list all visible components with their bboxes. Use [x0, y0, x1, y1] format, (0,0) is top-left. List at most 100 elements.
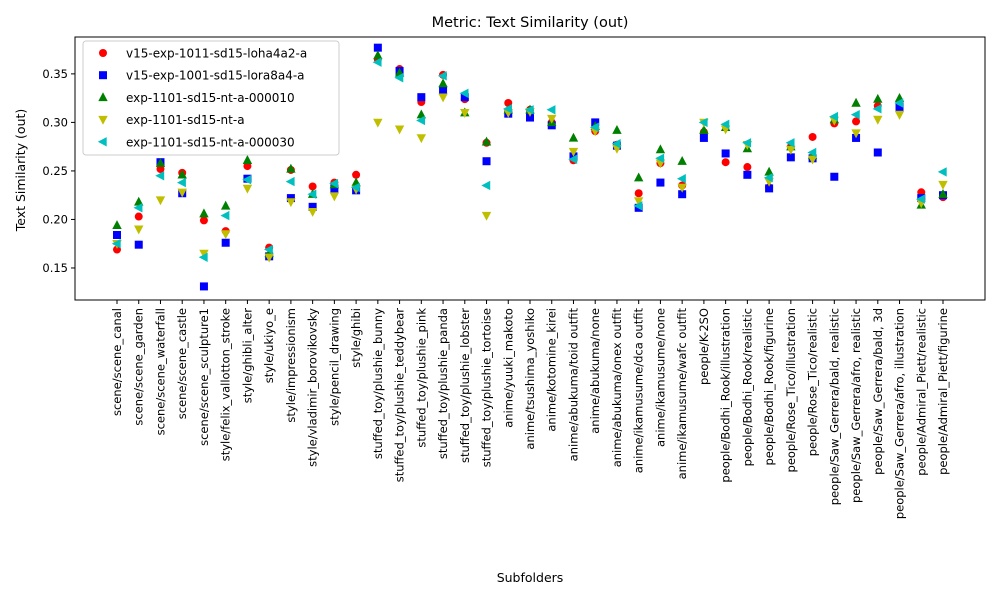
- x-tick-label: people/Bodhi_Rook/realistic: [740, 308, 754, 466]
- x-tick-label: people/Bodhi_Rook/figurine: [762, 308, 776, 466]
- x-tick-label: stuffed_toy/plushie_bunny: [371, 308, 385, 459]
- y-ticks: 0.15 0.20 0.25 0.30 0.35: [42, 67, 75, 275]
- data-point: [503, 104, 512, 114]
- data-point: [807, 147, 817, 158]
- data-point: [786, 153, 795, 162]
- x-tick-label: anime/yuuki_makoto: [501, 308, 515, 428]
- data-point: [286, 194, 295, 203]
- data-point: [873, 93, 883, 103]
- data-point: [743, 170, 752, 179]
- data-point: [937, 167, 947, 177]
- data-point: [372, 57, 382, 67]
- data-point: [698, 117, 708, 128]
- data-point: [243, 162, 252, 171]
- data-points: [111, 43, 948, 291]
- data-point: [416, 134, 427, 144]
- data-point: [286, 163, 296, 173]
- data-point: [524, 105, 534, 115]
- data-point: [720, 119, 730, 130]
- legend-marker: [97, 137, 107, 147]
- data-point: [763, 173, 773, 183]
- data-point: [155, 196, 166, 206]
- x-tick-label: people/Saw_Gerrera/afro, realistic: [849, 308, 863, 503]
- data-point: [155, 171, 165, 181]
- data-point: [111, 239, 121, 249]
- data-point: [829, 111, 839, 122]
- data-point: [439, 86, 448, 95]
- legend-item: v15-exp-1001-sd15-lora8a4-a: [99, 69, 305, 83]
- data-point: [373, 118, 383, 128]
- data-point: [916, 194, 925, 204]
- legend-item: exp-1101-sd15-nt-a-000030: [97, 135, 295, 149]
- data-point: [373, 43, 382, 52]
- legend-label: exp-1101-sd15-nt-a: [126, 113, 245, 127]
- data-point: [785, 138, 795, 148]
- data-point: [307, 207, 318, 217]
- legend-marker: [98, 115, 108, 125]
- x-tick-label: stuffed_toy/plushie_teddybear: [393, 308, 407, 483]
- data-point: [611, 139, 621, 149]
- data-point: [177, 169, 187, 179]
- data-point: [437, 71, 447, 81]
- data-point: [220, 230, 231, 240]
- legend-item: exp-1101-sd15-nt-a: [98, 113, 245, 127]
- data-point: [721, 149, 730, 158]
- data-point: [198, 252, 208, 262]
- data-point: [113, 230, 121, 239]
- data-point: [352, 170, 361, 179]
- data-point: [155, 157, 166, 167]
- data-point: [765, 184, 774, 193]
- data-point: [851, 129, 861, 139]
- x-tick-label: anime/ikamusume/dca outfit: [632, 308, 646, 474]
- data-point: [612, 124, 622, 134]
- data-point: [329, 192, 340, 202]
- data-point: [764, 166, 774, 176]
- legend-marker: [98, 92, 108, 102]
- data-point: [808, 132, 817, 141]
- data-point: [438, 93, 448, 103]
- x-tick-label: scene/scene_waterfall: [153, 308, 167, 435]
- data-point: [894, 110, 905, 120]
- x-tick-label: stuffed_toy/plushie_pink: [414, 308, 428, 448]
- x-tick-label: style/pencil_drawing: [327, 308, 341, 426]
- data-point: [873, 115, 883, 125]
- y-tick-label: 0.20: [42, 212, 68, 226]
- x-tick-label: people/Rose_Tico/realistic: [806, 308, 820, 456]
- data-point: [133, 203, 143, 213]
- data-point: [699, 133, 708, 142]
- x-tick-label: people/K-2SO: [697, 308, 711, 385]
- legend: v15-exp-1011-sd15-loha4a2-a v15-exp-1001-…: [82, 40, 340, 156]
- data-point: [459, 88, 469, 98]
- data-point: [134, 240, 143, 249]
- y-tick-label: 0.30: [42, 115, 68, 129]
- x-tick-label: scene/scene_canal: [110, 308, 124, 416]
- x-tick-label: people/Rose_Tico/illustration: [784, 308, 798, 472]
- data-point: [330, 184, 339, 193]
- x-tick-label: stuffed_toy/plushie_lobster: [458, 308, 472, 463]
- data-point: [286, 198, 296, 208]
- data-point: [873, 148, 882, 157]
- x-tick-label: stuffed_toy/plushie_tortoise: [480, 308, 494, 467]
- data-point: [742, 138, 752, 148]
- legend-marker: [99, 49, 107, 57]
- data-point: [373, 50, 383, 60]
- data-point: [156, 164, 165, 173]
- data-point: [220, 210, 230, 221]
- y-tick-label: 0.25: [42, 164, 68, 178]
- data-point: [460, 93, 469, 102]
- data-point: [263, 244, 273, 255]
- data-point: [438, 78, 448, 88]
- data-point: [417, 93, 426, 102]
- legend-label: v15-exp-1011-sd15-loha4a2-a: [126, 47, 307, 61]
- legend-label: exp-1101-sd15-nt-a-000010: [126, 91, 295, 105]
- data-point: [938, 180, 948, 190]
- x-tick-label: scene/scene_castle: [175, 308, 189, 419]
- series-5: [111, 57, 947, 262]
- data-point: [199, 208, 209, 218]
- plot-frame: [74, 36, 986, 301]
- data-point: [308, 182, 317, 191]
- data-point: [177, 188, 187, 198]
- data-point: [481, 136, 492, 146]
- data-point: [242, 155, 253, 164]
